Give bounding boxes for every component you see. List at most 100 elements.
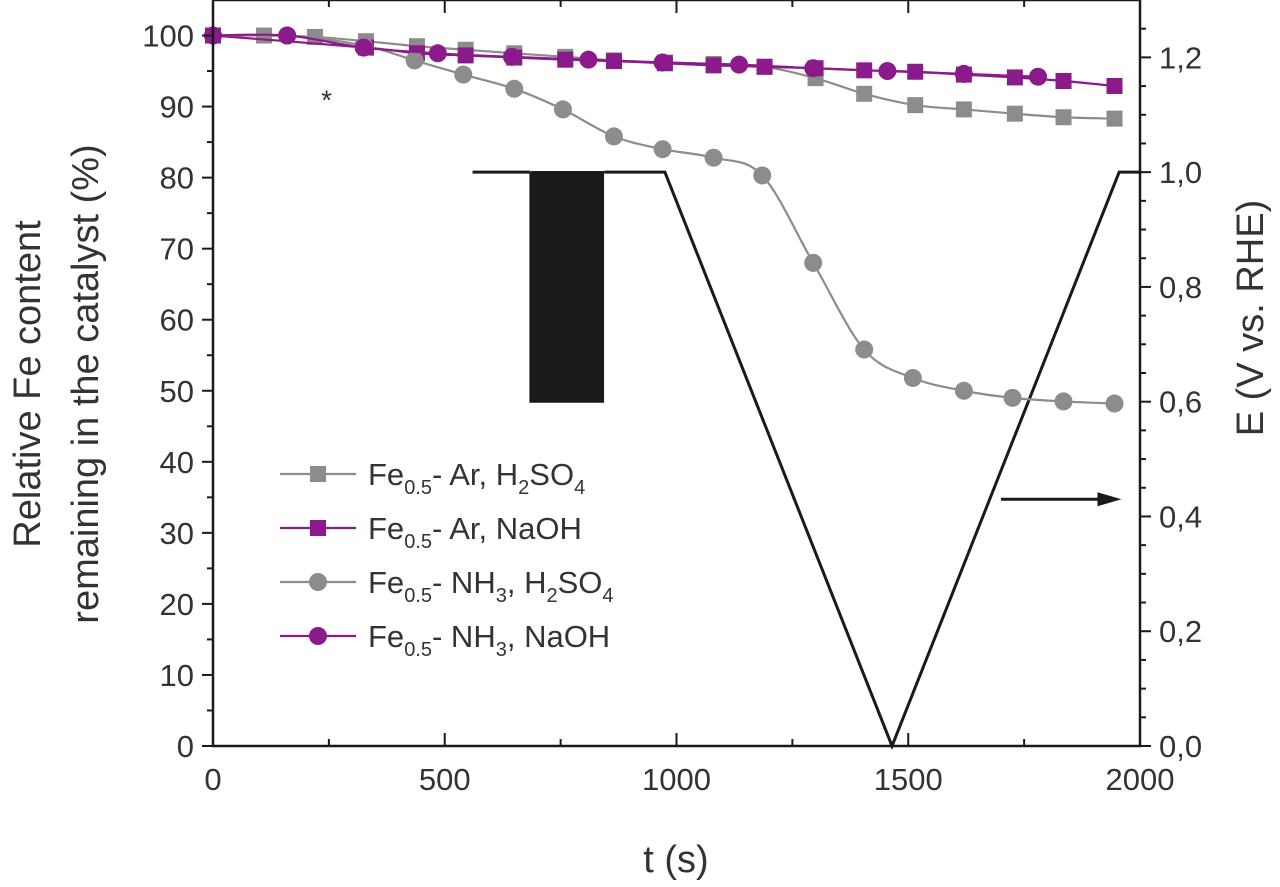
legend-label-sub: 0.5 — [404, 639, 432, 661]
y-tick-label: 60 — [160, 303, 194, 338]
legend-label-sub: 0.5 — [404, 477, 432, 499]
x-tick-label: 0 — [204, 762, 221, 797]
legend-label: Fe0.5- NH3, NaOH — [368, 619, 610, 661]
data-point — [705, 57, 722, 74]
y-axis-title-line2: remaining in the catalyst (%) — [65, 144, 107, 623]
y2-tick-label: 1,2 — [1159, 40, 1202, 75]
legend-label-text: SO — [529, 457, 574, 492]
data-point — [1106, 110, 1123, 127]
series-line — [212, 33, 1115, 405]
data-point — [903, 368, 922, 387]
legend-label-text: - NH — [432, 619, 496, 654]
legend-label-sub: 2 — [518, 477, 529, 499]
asterisk-annotation: * — [321, 84, 332, 115]
data-point — [955, 101, 972, 118]
legend-entry-1: Fe0.5- Ar, H2SO4 — [280, 457, 585, 499]
y2-axis-title: E (V vs. RHE) — [1230, 200, 1272, 436]
y-tick-label: 100 — [142, 19, 194, 54]
y-tick-label: 10 — [160, 658, 194, 693]
legend-label-text: , NaOH — [507, 619, 610, 654]
data-point — [1106, 77, 1123, 94]
legend-label-sub: 3 — [496, 639, 507, 661]
axes-layer: 0 500 1000 1500 2000 0 10 20 30 40 50 60 70 80 90 100 0,… — [142, 0, 1202, 797]
potential-square-wave — [529, 171, 605, 403]
data-point — [1055, 72, 1072, 89]
legend-label-base: Fe — [368, 565, 404, 600]
data-point — [1006, 69, 1023, 86]
legend-label-base: Fe — [368, 457, 404, 492]
data-point — [405, 51, 424, 70]
data-point — [1055, 109, 1072, 126]
data-point — [1003, 388, 1022, 407]
legend-label: Fe0.5- Ar, NaOH — [368, 511, 582, 553]
data-point — [553, 100, 572, 119]
data-point — [505, 79, 524, 98]
x-axis-title: t (s) — [643, 839, 708, 881]
y2-tick-label: 1,0 — [1159, 155, 1202, 190]
x-tick-label: 2000 — [1106, 762, 1175, 797]
data-point — [1006, 105, 1023, 122]
arrow-head — [1097, 492, 1122, 507]
data-point — [730, 55, 749, 74]
legend-label-sub: 4 — [602, 585, 613, 607]
legend-label: Fe0.5- Ar, H2SO4 — [368, 457, 585, 499]
data-point — [804, 253, 823, 272]
legend-label-base: Fe — [368, 511, 404, 546]
data-point — [278, 26, 297, 45]
series-3 — [204, 26, 1124, 413]
legend-label-base: Fe — [368, 619, 404, 654]
data-point — [753, 166, 772, 185]
y2-tick-label: 0,4 — [1159, 499, 1202, 534]
x-tick-label: 500 — [419, 762, 471, 797]
potential-line-segment — [604, 170, 1140, 751]
legend-label-sub: 4 — [574, 477, 585, 499]
data-point — [604, 127, 623, 146]
data-point — [579, 50, 598, 69]
legend-marker — [309, 573, 327, 591]
legend-marker — [309, 627, 327, 645]
y-tick-label: 70 — [160, 232, 194, 267]
legend-entry-3: Fe0.5- NH3, H2SO4 — [280, 565, 614, 607]
y-tick-label: 0 — [177, 729, 194, 764]
data-point — [502, 47, 521, 66]
data-point — [954, 64, 973, 83]
y2-tick-label: 0,6 — [1159, 385, 1202, 420]
data-point — [653, 53, 672, 72]
y2-tick-label: 0,2 — [1159, 614, 1202, 649]
y-tick-label: 30 — [160, 516, 194, 551]
data-point — [704, 148, 723, 167]
data-point — [653, 140, 672, 159]
legend-label-sub: 3 — [496, 585, 507, 607]
data-point — [1029, 67, 1048, 86]
legend-label-text: - Ar, H — [432, 457, 518, 492]
legend-marker — [310, 520, 326, 536]
data-point — [907, 97, 924, 114]
data-point — [878, 62, 897, 81]
legend-label-text: - NH — [432, 565, 496, 600]
y-tick-label: 80 — [160, 161, 194, 196]
legend-label-sub: 0.5 — [404, 585, 432, 607]
legend-label-text: - Ar, NaOH — [432, 511, 582, 546]
y-tick-label: 20 — [160, 587, 194, 622]
series-4 — [204, 26, 1048, 86]
legend-label-text: SO — [558, 565, 603, 600]
legend-label-sub: 0.5 — [404, 531, 432, 553]
data-point — [856, 85, 873, 102]
data-series-layer — [204, 26, 1124, 413]
y-axis-title-line1: Relative Fe content — [7, 220, 49, 548]
data-point — [428, 44, 447, 63]
data-point — [1105, 394, 1124, 413]
axis-titles: t (s) Relative Fe content remaining in t… — [7, 144, 1272, 881]
y2-tick-label: 0,0 — [1159, 729, 1202, 764]
legend-entry-4: Fe0.5- NH3, NaOH — [280, 619, 610, 661]
annotations: *→ — [321, 84, 1122, 507]
series-line — [212, 34, 1115, 120]
data-point — [354, 38, 373, 57]
data-point — [855, 340, 874, 359]
x-tick-label: 1500 — [874, 762, 943, 797]
right-axis-arrow: → — [1000, 492, 1122, 507]
x-tick-label: 1000 — [642, 762, 711, 797]
legend-entry-2: Fe0.5- Ar, NaOH — [280, 511, 582, 553]
